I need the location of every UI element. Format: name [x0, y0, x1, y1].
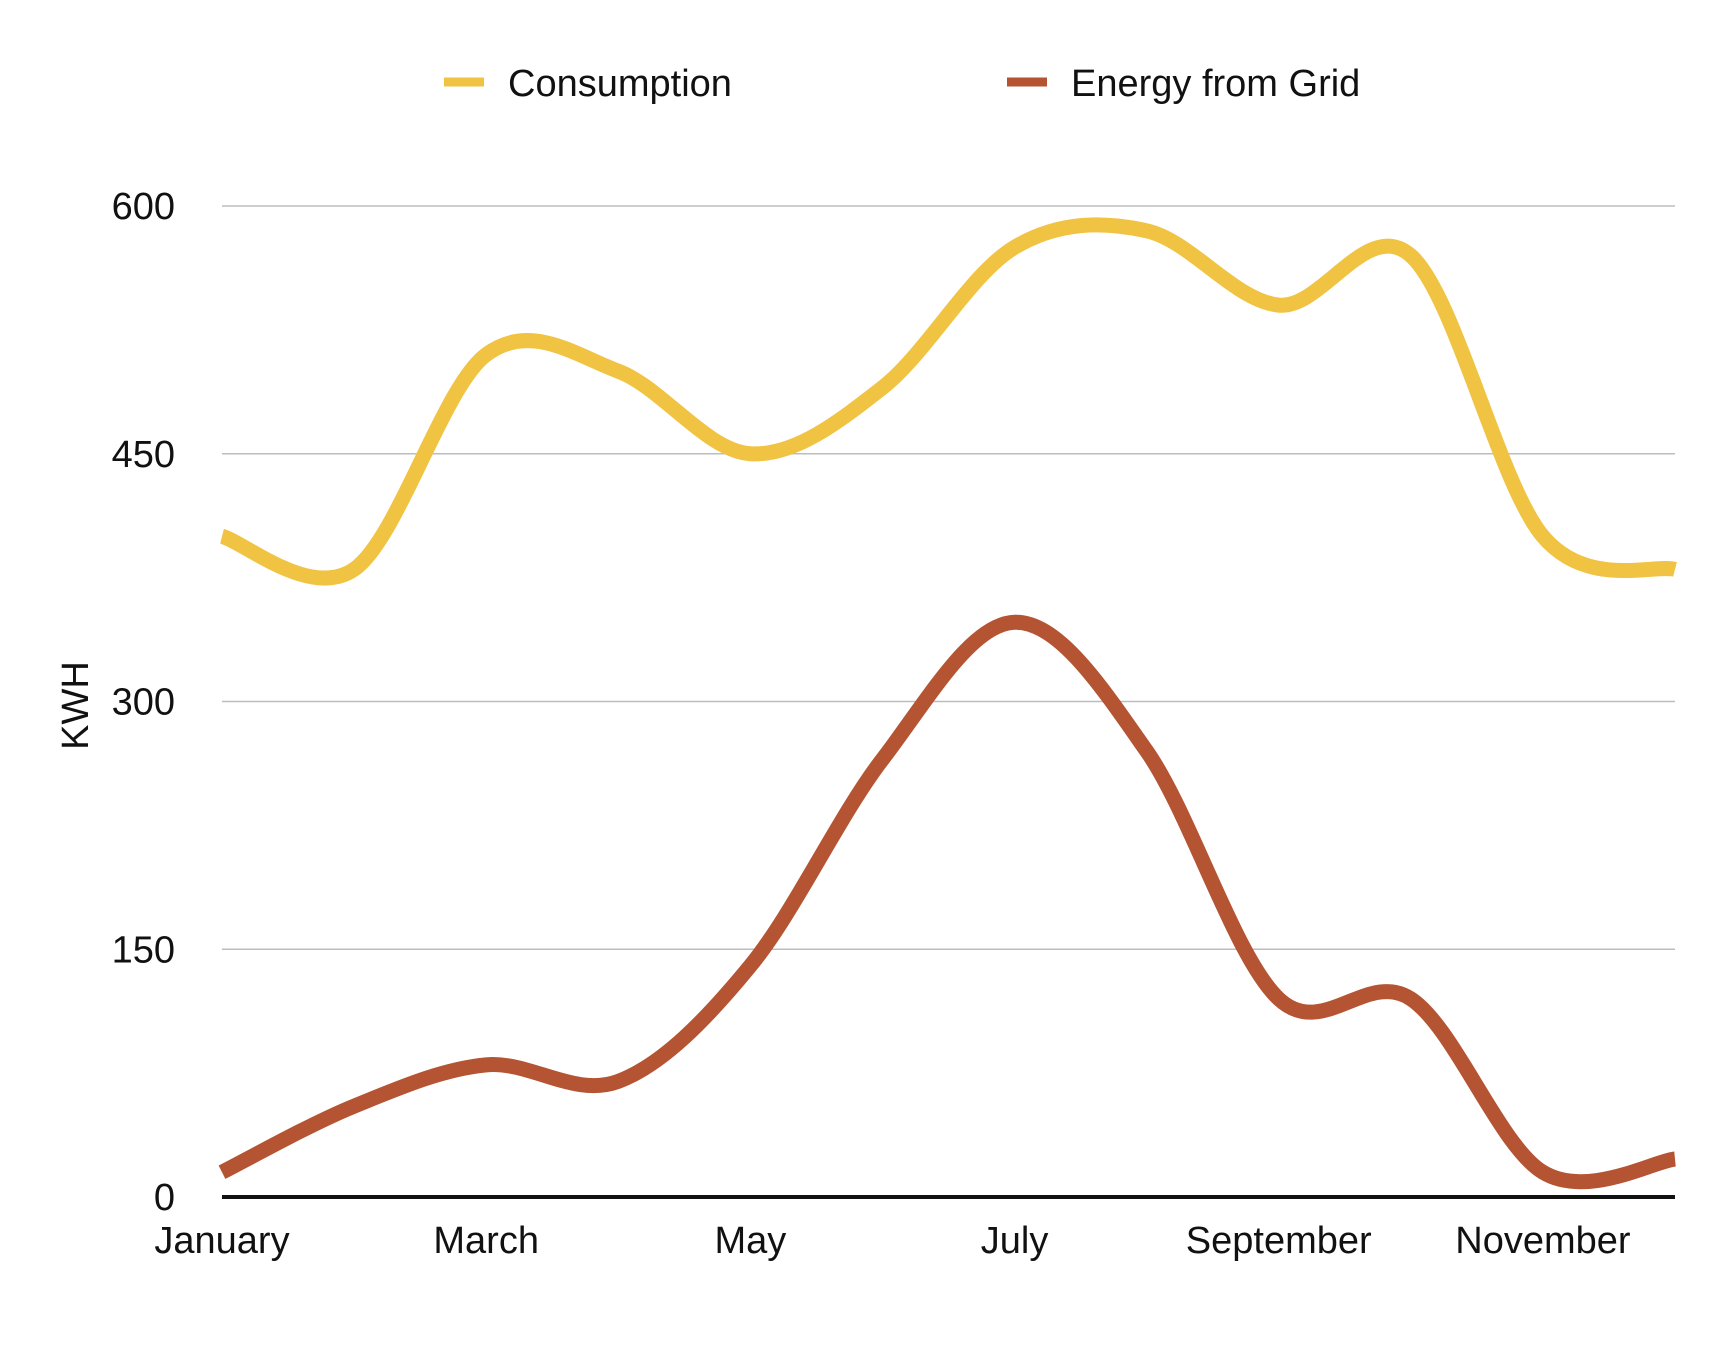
- y-tick-label: 150: [112, 929, 175, 971]
- grid-layer: [222, 205, 1675, 950]
- series-line-energy-from-grid: [218, 614, 1677, 1190]
- legend: Consumption Energy from Grid: [444, 63, 1360, 105]
- legend-label: Consumption: [508, 63, 732, 105]
- x-axis-ticks: January March May July September November: [154, 1220, 1630, 1262]
- y-tick-label: 600: [112, 186, 175, 228]
- series-line-consumption: [219, 217, 1677, 586]
- legend-item: Energy from Grid: [1007, 63, 1360, 105]
- legend-label: Energy from Grid: [1071, 63, 1360, 105]
- series-layer: [218, 217, 1677, 1190]
- y-tick-label: 0: [154, 1177, 175, 1219]
- y-tick-label: 450: [112, 434, 175, 476]
- x-tick-label: July: [981, 1220, 1049, 1262]
- x-tick-label: May: [714, 1220, 786, 1262]
- x-tick-label: September: [1186, 1220, 1372, 1262]
- y-tick-label: 300: [112, 682, 175, 724]
- x-tick-label: January: [154, 1220, 289, 1262]
- x-tick-label: November: [1455, 1220, 1631, 1262]
- x-tick-label: March: [433, 1220, 539, 1262]
- y-axis-title: KWH: [55, 661, 97, 750]
- legend-item: Consumption: [444, 63, 732, 105]
- y-axis-ticks: 0 150 300 450 600: [112, 186, 175, 1219]
